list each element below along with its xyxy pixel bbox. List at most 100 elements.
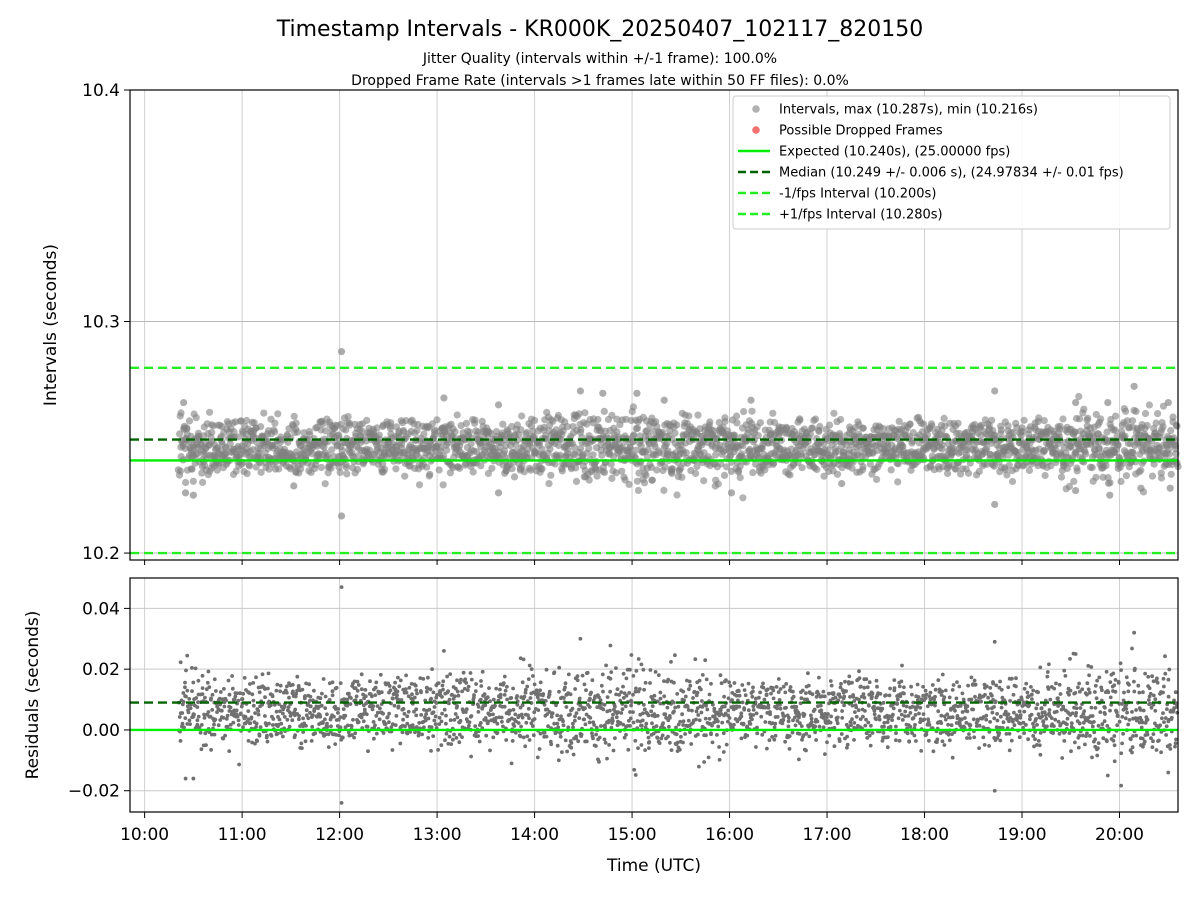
residual-point	[655, 736, 660, 740]
residual-point	[270, 723, 275, 727]
residual-point	[209, 696, 213, 701]
residual-point	[1031, 734, 1036, 738]
residual-point	[896, 716, 901, 721]
residual-point	[518, 734, 523, 739]
residual-point	[413, 683, 418, 688]
residual-point	[333, 742, 338, 746]
residual-point	[488, 699, 492, 704]
residual-point	[894, 731, 898, 735]
legend-label: +1/fps Interval (10.280s)	[779, 208, 943, 223]
interval-point	[660, 396, 668, 404]
residual-point	[1054, 681, 1058, 686]
residual-point	[181, 700, 186, 704]
residual-point	[936, 678, 941, 682]
residual-point	[602, 702, 607, 707]
residual-point	[608, 676, 613, 681]
residual-point	[772, 725, 777, 730]
residual-point	[600, 672, 605, 677]
residual-point	[977, 723, 982, 728]
interval-point	[693, 462, 701, 470]
residual-point	[886, 735, 890, 739]
residual-point	[628, 710, 632, 714]
residual-point	[807, 734, 812, 739]
residual-point	[418, 676, 423, 680]
residual-point	[635, 719, 640, 723]
residual-point	[498, 687, 502, 692]
interval-point	[906, 420, 914, 429]
residual-point	[510, 739, 515, 743]
residual-point	[965, 709, 970, 714]
interval-point	[1112, 412, 1120, 420]
residual-point	[256, 712, 261, 717]
residual-point	[248, 682, 252, 686]
residual-point	[912, 733, 917, 738]
interval-point	[633, 424, 642, 432]
residual-point	[1006, 685, 1011, 690]
residual-point	[931, 749, 936, 754]
residual-point	[798, 701, 803, 706]
residual-point	[524, 720, 529, 725]
residual-point	[209, 732, 214, 737]
interval-point	[546, 445, 554, 453]
residual-point	[396, 704, 401, 709]
interval-point	[290, 482, 298, 490]
residual-point	[867, 680, 872, 685]
interval-point	[1165, 450, 1173, 458]
residual-point	[739, 736, 744, 741]
residual-point	[535, 755, 540, 760]
residual-point	[891, 712, 895, 717]
residual-point	[863, 723, 868, 728]
residual-point	[562, 696, 566, 700]
residual-point	[981, 735, 986, 740]
residual-point	[1035, 723, 1039, 727]
residual-point	[379, 690, 384, 695]
interval-point	[813, 465, 821, 474]
residual-point	[608, 708, 612, 713]
residual-point	[479, 684, 484, 688]
residual-point	[391, 696, 395, 701]
residual-point	[781, 717, 786, 722]
residual-point	[974, 724, 979, 728]
residual-point	[326, 732, 331, 737]
residual-point	[814, 695, 819, 699]
intervals-y-tick-label: 10.2	[82, 544, 120, 564]
interval-point	[1164, 398, 1172, 407]
residual-point	[857, 669, 861, 674]
residual-point	[293, 733, 297, 738]
residual-point	[821, 725, 826, 730]
residual-point	[434, 701, 439, 705]
interval-point	[1056, 422, 1064, 430]
residual-point	[405, 714, 410, 719]
residual-point	[306, 716, 311, 721]
residual-point	[727, 716, 732, 720]
residual-point	[341, 707, 346, 711]
residual-point	[526, 677, 531, 681]
residual-point	[584, 739, 589, 744]
interval-point	[222, 444, 230, 452]
residual-point	[772, 737, 777, 742]
residual-point	[827, 701, 831, 706]
residual-point	[608, 643, 613, 648]
residual-point	[762, 697, 767, 702]
residual-point	[1048, 697, 1053, 702]
residual-point	[345, 723, 350, 728]
residual-point	[318, 696, 323, 701]
residual-point	[946, 722, 950, 727]
residual-point	[740, 700, 745, 705]
residual-point	[623, 704, 628, 709]
residual-point	[1047, 662, 1051, 667]
residual-point	[566, 725, 571, 730]
residual-point	[180, 721, 185, 726]
residual-point	[251, 698, 256, 703]
residual-point	[403, 687, 408, 691]
residual-point	[297, 714, 301, 718]
residual-point	[643, 748, 647, 752]
residual-point	[969, 697, 974, 702]
residual-point	[827, 733, 832, 738]
interval-point	[727, 489, 736, 497]
residual-point	[563, 685, 567, 690]
residual-point	[447, 701, 451, 706]
interval-point	[1150, 460, 1158, 468]
residual-point	[295, 688, 299, 693]
residual-point	[392, 703, 397, 708]
